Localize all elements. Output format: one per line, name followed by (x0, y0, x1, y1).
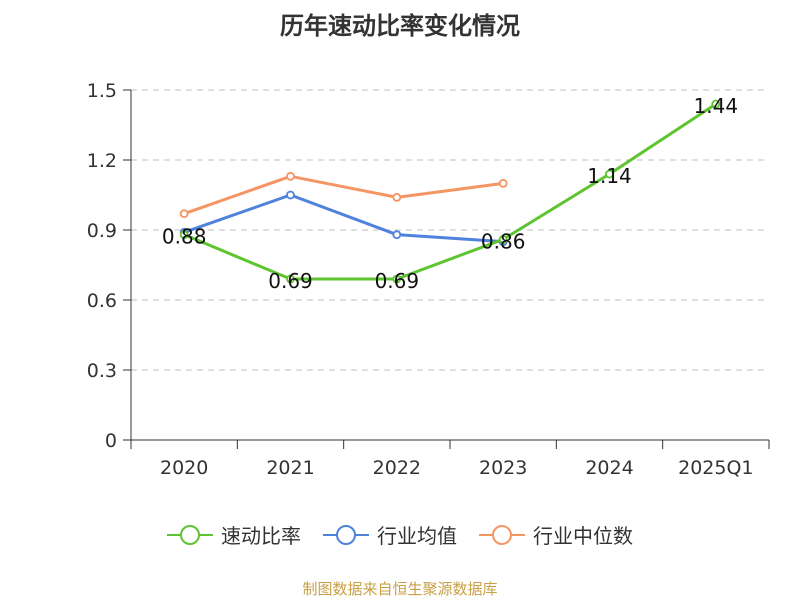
data-point-quick-ratio (498, 234, 508, 244)
legend-swatch-quick-ratio (167, 524, 213, 545)
y-tick-label: 0 (105, 430, 117, 452)
y-tick-label: 0.9 (87, 220, 117, 242)
series-line-industry-mean (183, 193, 504, 244)
x-tick-label: 2025Q1 (678, 457, 753, 479)
y-tick-label: 1.5 (87, 80, 117, 102)
data-label: 0.69 (375, 269, 420, 293)
legend-label-industry-mean: 行业均值 (377, 524, 457, 548)
y-tick-label: 0.6 (87, 290, 117, 312)
x-tick-label: 2022 (373, 457, 421, 479)
legend-swatch-industry-mean (323, 524, 369, 545)
chart-legend: 速动比率 行业均值 行业中位数 (0, 520, 800, 549)
data-point-quick-ratio (286, 274, 295, 284)
data-label: 0.86 (481, 229, 526, 253)
data-point-industry-mean (286, 190, 295, 200)
data-point-industry-mean (392, 230, 402, 240)
x-tick-label: 2020 (160, 457, 208, 479)
legend-swatch-industry-median (479, 524, 525, 545)
data-label: 0.88 (162, 225, 207, 249)
y-tick-label: 0.3 (87, 360, 117, 382)
series-line-quick-ratio (183, 102, 717, 281)
data-point-quick-ratio (179, 230, 189, 240)
chart-title: 历年速动比率变化情况 (280, 12, 520, 40)
legend-label-quick-ratio: 速动比率 (221, 524, 301, 548)
data-point-industry-median (179, 209, 189, 219)
data-label: 1.14 (587, 164, 632, 188)
x-tick-label: 2021 (266, 457, 314, 479)
data-label: 0.69 (268, 269, 313, 293)
legend-label-industry-median: 行业中位数 (533, 524, 633, 548)
data-point-industry-median (392, 192, 402, 202)
x-tick-label: 2024 (585, 457, 633, 479)
data-point-quick-ratio (392, 274, 402, 284)
data-point-quick-ratio (605, 169, 614, 179)
data-point-quick-ratio (711, 99, 721, 109)
data-label: 1.44 (694, 94, 739, 118)
legend-item-industry-median[interactable]: 行业中位数 (479, 520, 633, 549)
legend-item-industry-mean[interactable]: 行业均值 (323, 520, 457, 549)
y-tick-label: 1.2 (87, 150, 117, 172)
x-tick-label: 2023 (479, 457, 527, 479)
series-line-industry-median (183, 174, 504, 216)
data-point-industry-median (286, 171, 295, 181)
data-point-industry-median (498, 178, 508, 188)
legend-item-quick-ratio[interactable]: 速动比率 (167, 520, 301, 549)
data-source-note: 制图数据来自恒生聚源数据库 (302, 580, 498, 598)
